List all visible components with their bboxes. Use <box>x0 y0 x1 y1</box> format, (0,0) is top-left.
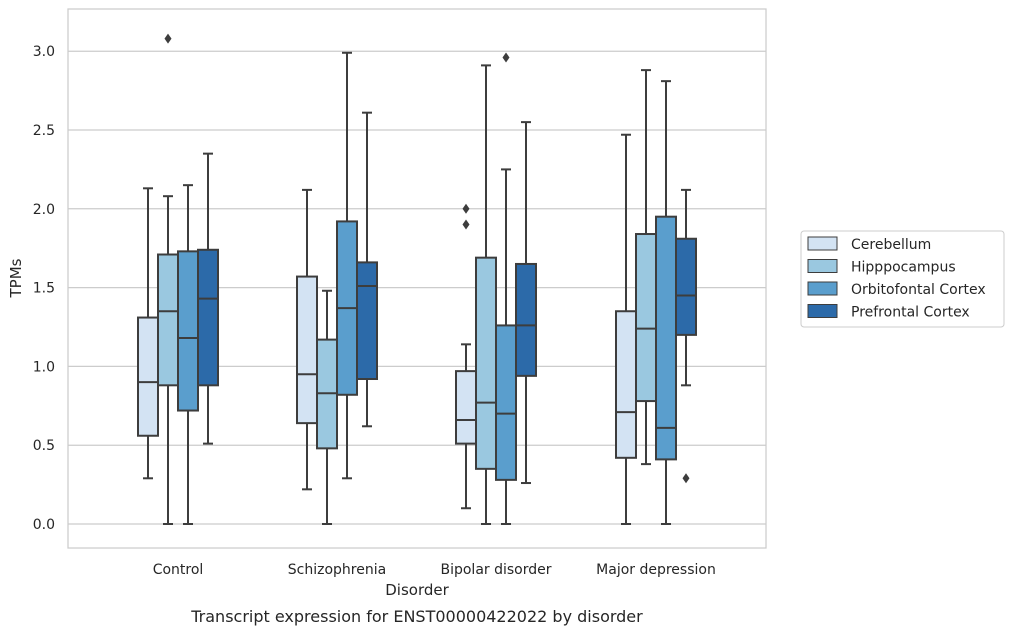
outlier-point <box>462 219 470 230</box>
box-prefrontal-cortex-1 <box>356 111 378 428</box>
iqr-box <box>356 261 378 381</box>
box-hipppocampus-0 <box>157 33 179 525</box>
legend-entry-label: Orbitofontal Cortex <box>851 282 986 298</box>
box-cerebellum-2 <box>455 203 477 510</box>
iqr-box <box>515 262 537 377</box>
y-tick-label: 1.0 <box>33 359 55 375</box>
box-prefrontal-cortex-2 <box>515 121 537 485</box>
box-hipppocampus-3 <box>635 69 657 466</box>
legend-frame <box>800 230 1005 328</box>
iqr-box <box>157 253 179 387</box>
iqr-box <box>495 324 517 481</box>
y-axis-label: TPMs <box>7 258 25 298</box>
chart-caption: Transcript expression for ENST0000042202… <box>190 607 643 626</box>
y-tick-label: 0.0 <box>33 517 55 533</box>
iqr-box <box>177 250 199 412</box>
x-tick-label: Major depression <box>596 562 716 578</box>
box-hipppocampus-2 <box>475 64 497 525</box>
legend-entry-label: Hipppocampus <box>851 260 956 276</box>
iqr-box <box>197 248 219 387</box>
x-tick-labels: Control Schizophrenia Bipolar disorder Majo… <box>153 562 716 578</box>
legend-swatch <box>807 236 838 251</box>
y-tick-label: 2.5 <box>33 123 55 139</box>
legend-entry-label: Cerebellum <box>851 237 931 253</box>
box-orbitofontal-cortex-2 <box>495 52 517 525</box>
legend-entry-label: Prefrontal Cortex <box>851 305 970 321</box>
box-prefrontal-cortex-0 <box>197 152 219 445</box>
box-orbitofontal-cortex-0 <box>177 184 199 525</box>
box-cerebellum-0 <box>137 187 159 480</box>
x-tick-label: Control <box>153 562 204 578</box>
outlier-point <box>502 52 510 63</box>
y-tick-label: 0.5 <box>33 438 55 454</box>
x-tick-label: Schizophrenia <box>288 562 386 578</box>
legend-swatch <box>807 259 838 273</box>
iqr-box <box>675 237 697 336</box>
plot-frame <box>67 8 767 549</box>
box-orbitofontal-cortex-1 <box>336 51 358 480</box>
legend-swatch <box>807 281 838 296</box>
box-hipppocampus-1 <box>316 289 338 525</box>
y-tick-label: 3.0 <box>33 44 55 60</box>
legend-swatch <box>807 304 838 318</box>
x-tick-label: Bipolar disorder <box>440 562 551 578</box>
iqr-box <box>475 256 497 470</box>
legend-items: Cerebellum Hipppocampus Orbitofontal Corte… <box>807 236 986 321</box>
x-axis-label: Disorder <box>385 581 449 599</box>
iqr-box <box>655 215 677 461</box>
outlier-point <box>164 33 172 44</box>
iqr-box <box>455 370 477 445</box>
iqr-box <box>635 233 657 403</box>
iqr-box <box>296 275 318 425</box>
y-tick-label: 2.0 <box>33 202 55 218</box>
box-cerebellum-3 <box>615 133 637 525</box>
y-tick-label: 1.5 <box>33 281 55 297</box>
iqr-box <box>137 316 159 437</box>
box-prefrontal-cortex-3 <box>675 188 697 484</box>
iqr-box <box>615 310 637 459</box>
outlier-point <box>462 203 470 214</box>
box-orbitofontal-cortex-3 <box>655 80 677 525</box>
outlier-point <box>682 473 690 484</box>
box-cerebellum-1 <box>296 188 318 491</box>
box-groups <box>137 33 697 525</box>
legend: Cerebellum Hipppocampus Orbitofontal Corte… <box>800 230 1005 328</box>
y-tick-labels: 0.0 0.5 1.0 1.5 2.0 2.5 3.0 <box>33 44 55 533</box>
